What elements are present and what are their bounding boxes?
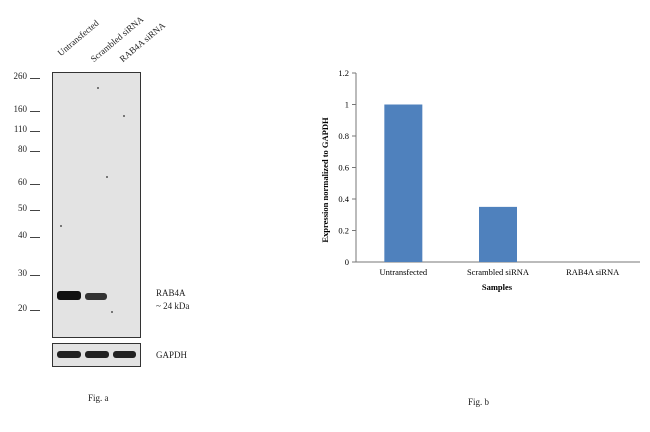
gapdh-band-scrambled bbox=[85, 351, 109, 358]
mw-label-60: 60 bbox=[18, 177, 27, 187]
y-tick-label: 0 bbox=[345, 257, 349, 267]
target-label: RAB4A bbox=[156, 288, 186, 298]
x-tick-label: Scrambled siRNA bbox=[467, 267, 530, 277]
blot-speck bbox=[60, 225, 62, 227]
fig-b-caption: Fig. b bbox=[468, 397, 490, 407]
mw-label-160: 160 bbox=[13, 104, 28, 114]
bar-group bbox=[384, 104, 517, 262]
main-blot-panel bbox=[52, 72, 141, 338]
bar-untransfected bbox=[384, 104, 423, 262]
mw-tick bbox=[30, 131, 40, 132]
mw-label-30: 30 bbox=[18, 268, 27, 278]
x-axis-title: Samples bbox=[482, 282, 513, 292]
mw-tick bbox=[30, 184, 40, 185]
blot-speck bbox=[97, 87, 99, 89]
mw-label-110: 110 bbox=[13, 124, 27, 134]
fig-a-caption: Fig. a bbox=[88, 393, 109, 403]
target-size-label: ~ 24 kDa bbox=[156, 301, 190, 311]
x-tick-label-group: Untransfected Scrambled siRNA RAB4A siRNA bbox=[379, 267, 620, 277]
y-tick-label: 0.4 bbox=[338, 194, 349, 204]
mw-label-80: 80 bbox=[18, 144, 27, 154]
y-tick-label: 1.2 bbox=[338, 68, 349, 78]
mw-tick bbox=[30, 275, 40, 276]
bar-scrambled-sirna bbox=[479, 206, 517, 262]
y-tick-label: 0.2 bbox=[338, 226, 349, 236]
mw-tick bbox=[30, 151, 40, 152]
y-tick-label: 0.6 bbox=[338, 163, 349, 173]
gapdh-band-rab4a bbox=[113, 351, 136, 358]
mw-tick bbox=[30, 78, 40, 79]
mw-tick bbox=[30, 210, 40, 211]
blot-speck bbox=[106, 176, 108, 178]
mw-tick bbox=[30, 310, 40, 311]
y-tick-label: 0.8 bbox=[338, 131, 349, 141]
mw-tick bbox=[30, 237, 40, 238]
mw-tick bbox=[30, 111, 40, 112]
mw-label-260: 260 bbox=[13, 71, 28, 81]
x-tick-label: Untransfected bbox=[379, 267, 427, 277]
x-tick-label: RAB4A siRNA bbox=[566, 267, 620, 277]
mw-label-40: 40 bbox=[18, 230, 27, 240]
target-band-untransfected bbox=[57, 291, 81, 300]
blot-speck bbox=[111, 311, 113, 313]
blot-speck bbox=[123, 115, 125, 117]
loading-control-panel bbox=[52, 343, 141, 367]
mw-label-50: 50 bbox=[18, 203, 27, 213]
y-tick-group: 0 0.2 0.4 0.6 0.8 1 1.2 bbox=[338, 68, 356, 267]
y-tick-label: 1 bbox=[345, 100, 349, 110]
gapdh-band-untransfected bbox=[57, 351, 81, 358]
y-axis-title: Expression normalized to GAPDH bbox=[320, 117, 330, 243]
mw-label-20: 20 bbox=[18, 303, 27, 313]
loading-control-label: GAPDH bbox=[156, 350, 188, 360]
target-band-scrambled bbox=[85, 293, 107, 300]
